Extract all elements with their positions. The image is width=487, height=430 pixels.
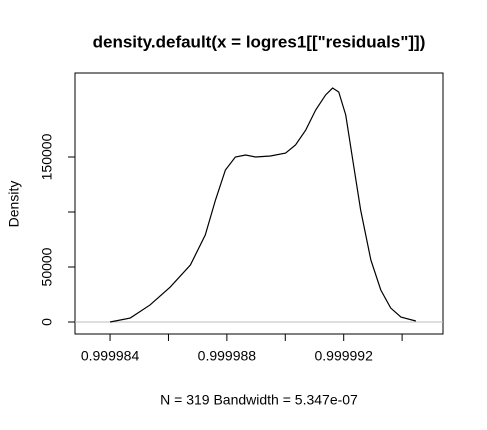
y-tick-label: 0 [39,318,55,326]
density-line [109,87,416,323]
x-tick-label: 0.999988 [198,348,257,364]
x-tick-label: 0.999984 [81,348,140,364]
chart-title: density.default(x = logres1[["residuals"… [93,32,426,51]
x-axis-label: N = 319 Bandwidth = 5.347e-07 [160,392,358,408]
x-tick-label: 0.999992 [314,348,373,364]
y-tick-label: 50000 [39,247,55,286]
y-axis-label: Density [6,181,22,228]
y-tick-label: 150000 [39,133,55,180]
